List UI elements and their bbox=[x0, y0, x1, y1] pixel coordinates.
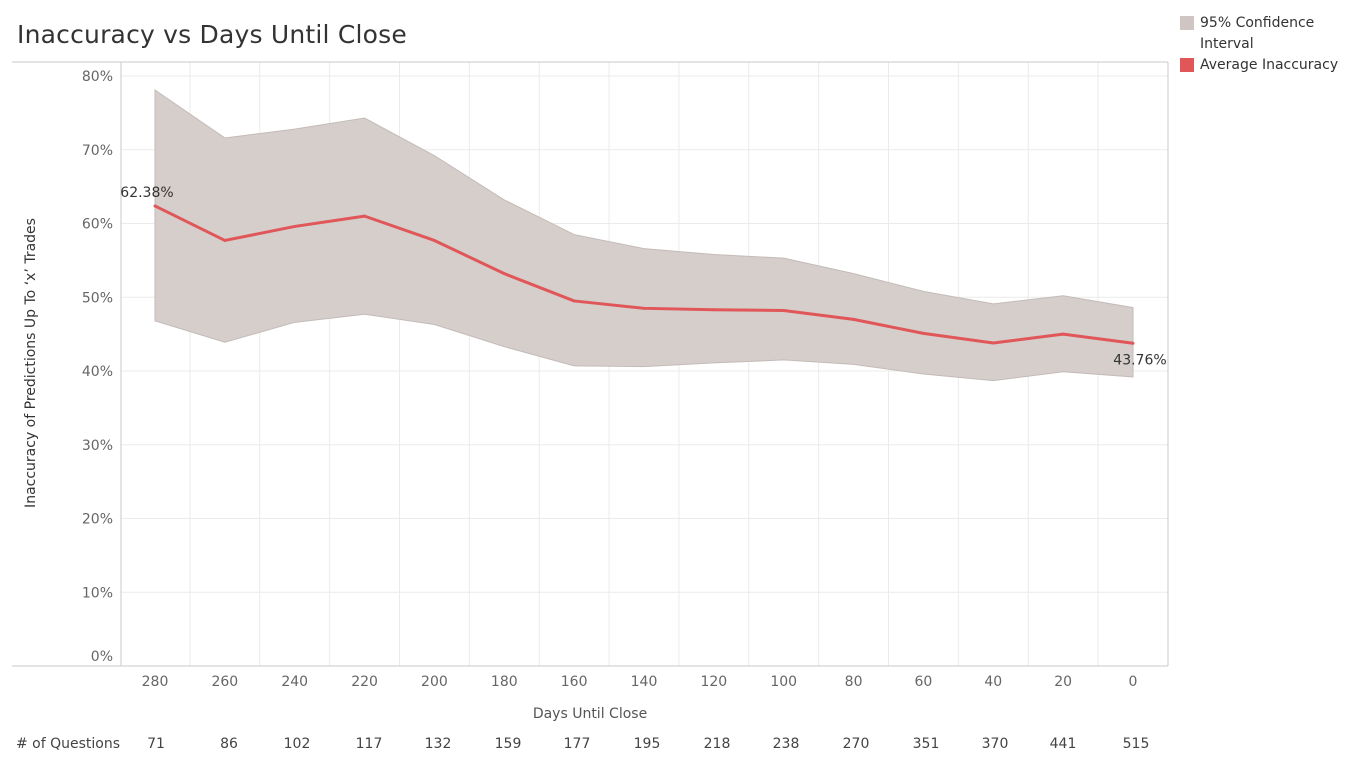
average-point[interactable] bbox=[1131, 341, 1135, 345]
question-count: 218 bbox=[703, 736, 731, 752]
average-point[interactable] bbox=[642, 306, 646, 310]
y-tick-label: 70% bbox=[82, 143, 113, 159]
question-count: 351 bbox=[912, 736, 940, 752]
annotations: 62.38% 43.76% bbox=[120, 185, 1166, 368]
x-axis-label: Days Until Close bbox=[533, 706, 647, 722]
question-count: 441 bbox=[1049, 736, 1077, 752]
confidence-band bbox=[154, 89, 1134, 382]
legend-swatch-average bbox=[1180, 58, 1194, 72]
average-point[interactable] bbox=[921, 331, 925, 335]
data-label: 62.38% bbox=[120, 185, 173, 201]
x-tick-label: 60 bbox=[915, 674, 933, 690]
average-point[interactable] bbox=[782, 309, 786, 313]
x-tick-label: 120 bbox=[700, 674, 727, 690]
y-tick-label: 10% bbox=[82, 585, 113, 601]
question-count: 102 bbox=[283, 736, 311, 752]
question-count: 132 bbox=[424, 736, 452, 752]
axis-ticks: 0% 10% 20% 30% 40% 50% 60% 70% 80% 280 260 240 220 20… bbox=[82, 69, 1138, 690]
x-tick-label: 180 bbox=[491, 674, 518, 690]
x-tick-label: 200 bbox=[421, 674, 448, 690]
question-count: 195 bbox=[633, 736, 661, 752]
plot-frame bbox=[12, 61, 1169, 667]
average-point[interactable] bbox=[1061, 332, 1065, 336]
legend-label-confidence: 95% Confidence Interval bbox=[1200, 15, 1315, 52]
y-axis-label: Inaccuracy of Predictions Up To ‘x’ Trad… bbox=[23, 218, 39, 508]
legend-item-confidence[interactable]: 95% Confidence Interval bbox=[1180, 13, 1365, 55]
x-tick-label: 260 bbox=[211, 674, 238, 690]
x-tick-label: 0 bbox=[1129, 674, 1138, 690]
question-count: 177 bbox=[563, 736, 591, 752]
data-label: 43.76% bbox=[1113, 352, 1166, 368]
average-point[interactable] bbox=[293, 224, 297, 228]
question-count: 270 bbox=[842, 736, 870, 752]
questions-row-label: # of Questions bbox=[16, 736, 121, 752]
y-tick-label: 60% bbox=[82, 217, 113, 233]
legend: 95% Confidence Interval Average Inaccura… bbox=[1180, 13, 1365, 76]
y-tick-label: 20% bbox=[82, 512, 113, 528]
average-point[interactable] bbox=[223, 238, 227, 242]
question-count: 159 bbox=[494, 736, 522, 752]
average-point[interactable] bbox=[363, 214, 367, 218]
average-line bbox=[153, 204, 1135, 345]
legend-item-average[interactable]: Average Inaccuracy bbox=[1180, 55, 1365, 76]
x-tick-label: 80 bbox=[845, 674, 863, 690]
x-tick-label: 220 bbox=[351, 674, 378, 690]
y-tick-label: 40% bbox=[82, 364, 113, 380]
average-point[interactable] bbox=[153, 204, 157, 208]
x-tick-label: 100 bbox=[770, 674, 797, 690]
y-tick-label: 80% bbox=[82, 69, 113, 85]
chart-title: Inaccuracy vs Days Until Close bbox=[17, 20, 407, 49]
x-tick-label: 20 bbox=[1054, 674, 1072, 690]
y-tick-label: 0% bbox=[91, 649, 113, 665]
question-count: 238 bbox=[772, 736, 800, 752]
y-tick-label: 50% bbox=[82, 290, 113, 306]
average-point[interactable] bbox=[991, 341, 995, 345]
question-count: 71 bbox=[147, 736, 165, 752]
question-count: 117 bbox=[355, 736, 383, 752]
x-tick-label: 140 bbox=[631, 674, 658, 690]
average-point[interactable] bbox=[712, 308, 716, 312]
legend-swatch-confidence bbox=[1180, 16, 1194, 30]
x-tick-label: 240 bbox=[281, 674, 308, 690]
question-count: 86 bbox=[220, 736, 238, 752]
average-point[interactable] bbox=[572, 299, 576, 303]
x-tick-label: 280 bbox=[142, 674, 169, 690]
average-point[interactable] bbox=[852, 317, 856, 321]
x-tick-label: 40 bbox=[984, 674, 1002, 690]
question-count: 515 bbox=[1122, 736, 1150, 752]
legend-label-average: Average Inaccuracy bbox=[1200, 57, 1339, 73]
question-count: 370 bbox=[981, 736, 1009, 752]
confidence-interval-area bbox=[154, 89, 1134, 382]
y-tick-label: 30% bbox=[82, 438, 113, 454]
average-point[interactable] bbox=[432, 238, 436, 242]
average-point[interactable] bbox=[502, 272, 506, 276]
x-tick-label: 160 bbox=[561, 674, 588, 690]
